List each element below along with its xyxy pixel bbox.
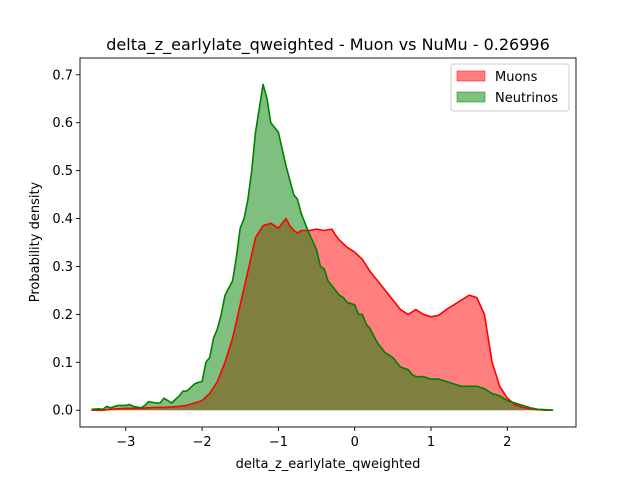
legend-label-muons: Muons bbox=[495, 70, 538, 85]
y-tick-label: 0.1 bbox=[52, 356, 73, 371]
x-tick-label: 2 bbox=[503, 435, 511, 450]
neutrinos-line bbox=[91, 83, 554, 411]
y-tick-label: 0.3 bbox=[52, 260, 73, 275]
x-tick-label: 1 bbox=[427, 435, 435, 450]
y-tick-label: 0.6 bbox=[52, 116, 73, 131]
y-tick-label: 0.5 bbox=[52, 164, 73, 179]
x-tick-label: 0 bbox=[351, 435, 359, 450]
x-axis-label: delta_z_earlylate_qweighted bbox=[236, 457, 421, 472]
legend-swatch-muons bbox=[456, 70, 486, 82]
legend: Muons Neutrinos bbox=[450, 63, 570, 112]
x-tick-label: −3 bbox=[116, 435, 135, 450]
neutrinos-area-fill bbox=[91, 84, 554, 411]
axes: −3 −2 −1 0 1 2 0.0 0.1 0.2 0.3 0.4 0.5 0.6 0.7 bbox=[52, 57, 577, 450]
y-tick-label: 0.2 bbox=[52, 308, 73, 323]
legend-label-neutrinos: Neutrinos bbox=[495, 91, 558, 106]
y-tick-label: 0.4 bbox=[52, 212, 73, 227]
x-tick-label: −1 bbox=[269, 435, 288, 450]
y-tick-label: 0.0 bbox=[52, 404, 73, 419]
y-axis-label: Probability density bbox=[28, 181, 43, 302]
x-tick-label: −2 bbox=[193, 435, 212, 450]
plot-area bbox=[91, 83, 554, 411]
chart-title: delta_z_earlylate_qweighted - Muon vs Nu… bbox=[106, 35, 550, 55]
y-tick-label: 0.7 bbox=[52, 68, 73, 83]
muons-line bbox=[91, 217, 554, 411]
axes-frame bbox=[79, 57, 577, 428]
legend-swatch-neutrinos bbox=[456, 91, 486, 103]
